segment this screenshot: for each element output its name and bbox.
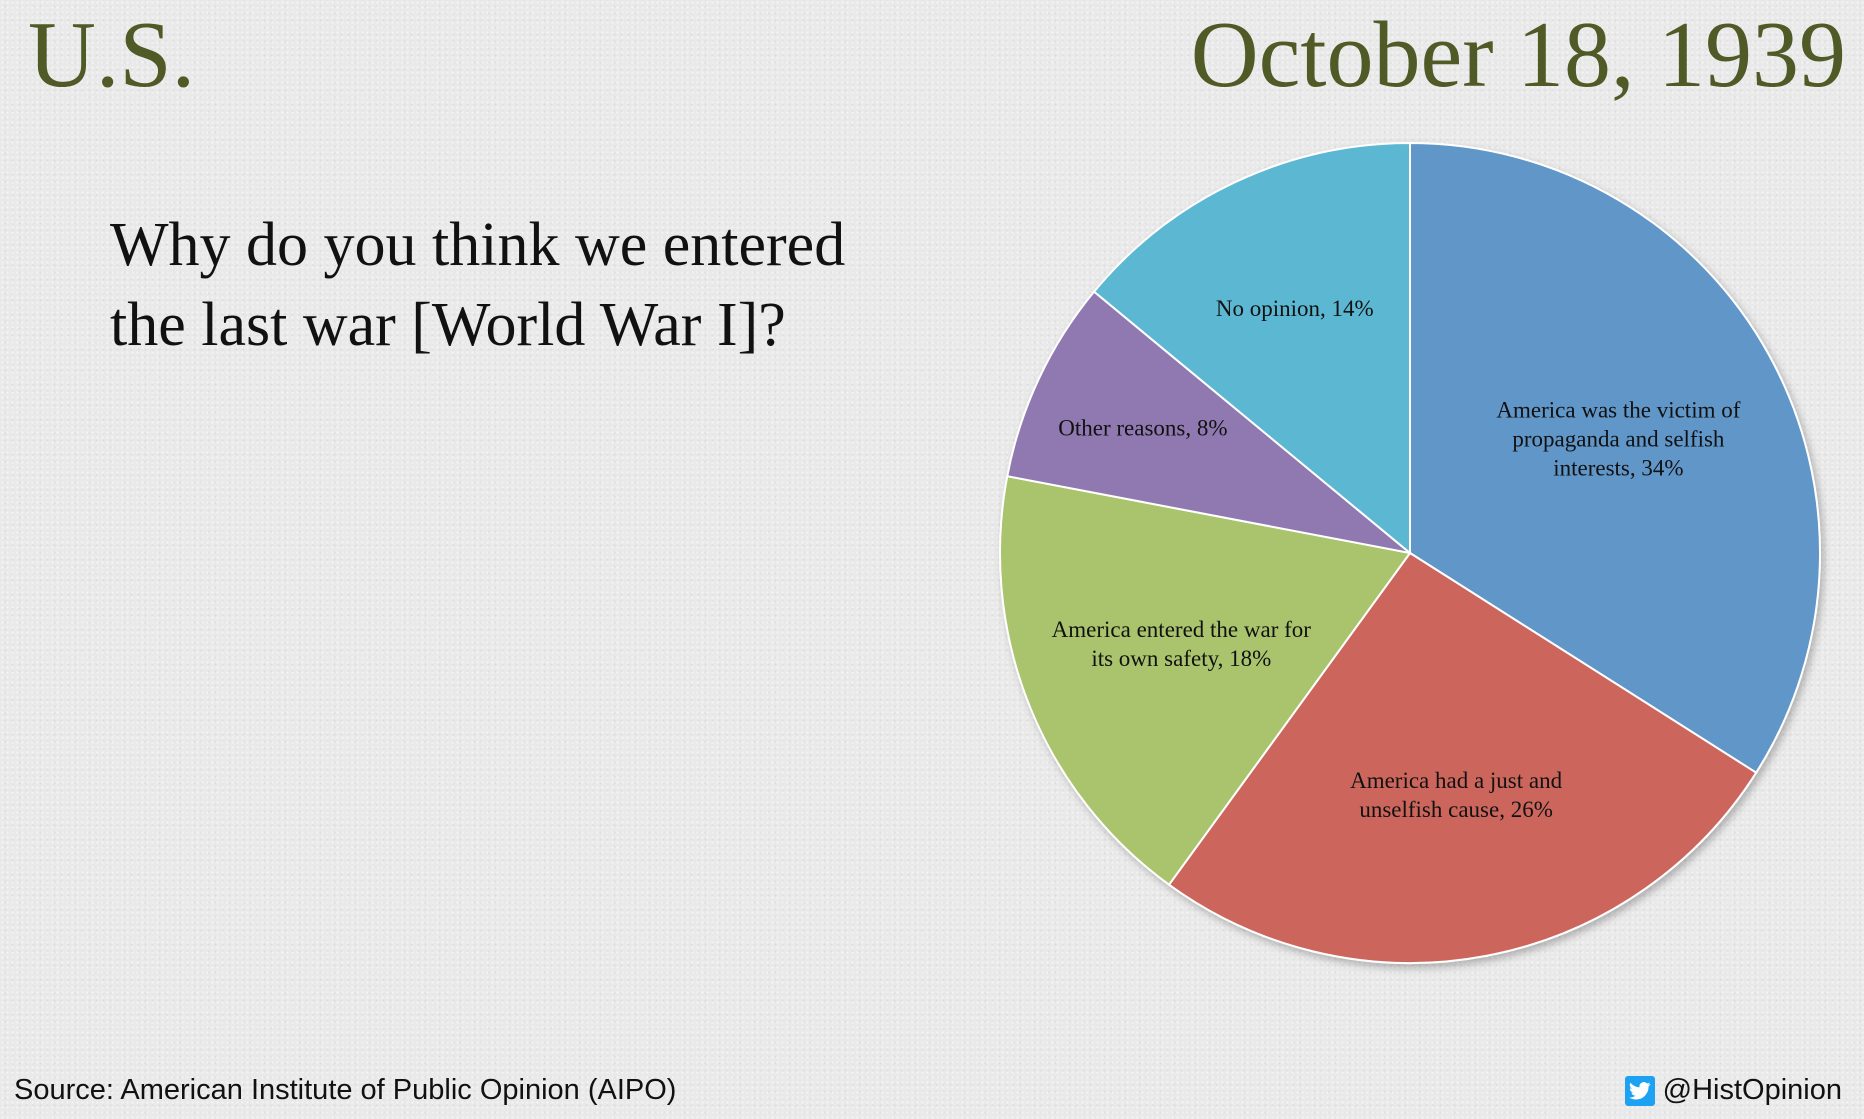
pie-slice-label-line: No opinion, 14% — [1216, 296, 1374, 321]
survey-question: Why do you think we entered the last war… — [110, 211, 846, 359]
pie-slice-label-line: unselfish cause, 26% — [1359, 797, 1553, 822]
twitter-handle[interactable]: @HistOpinion — [1624, 1074, 1842, 1107]
pie-slice-label-3: Other reasons, 8% — [1058, 415, 1227, 440]
pie-slice-label-1: America had a just and unselfish cause, 2… — [1350, 768, 1563, 822]
twitter-handle-text: @HistOpinion — [1662, 1074, 1842, 1106]
pie-slice-label-line: Other reasons, 8% — [1058, 415, 1227, 440]
twitter-icon — [1624, 1075, 1655, 1106]
pie-slice-label-line: America was the victim of — [1496, 397, 1740, 422]
pie-slice-3 — [1006, 290, 1411, 554]
pie-slice-label-0: America was the victim of propaganda and … — [1496, 397, 1740, 480]
survey-date: October 18, 1939 — [1190, 3, 1846, 107]
pie-slice-4 — [1092, 141, 1411, 556]
pie-slice-label-4: No opinion, 14% — [1216, 296, 1374, 321]
pie-chart: America was the victim of propaganda and … — [990, 130, 1830, 990]
source-citation: Source: American Institute of Public Opi… — [14, 1074, 677, 1106]
pie-slice-label-line: its own safety, 18% — [1091, 646, 1271, 671]
pie-slice-2 — [999, 475, 1412, 887]
pie-slice-label-2: America entered the war for its own safet… — [1052, 617, 1312, 671]
pie-chart-svg: America was the victim of propaganda and … — [999, 141, 1821, 964]
pie-slice-label-line: America had a just and — [1350, 768, 1563, 793]
pie-slice-1 — [1167, 551, 1758, 964]
pie-slice-0 — [1409, 141, 1821, 775]
country-title: U.S. — [28, 3, 196, 107]
pie-slice-label-line: propaganda and selfish — [1512, 426, 1725, 451]
pie-slice-label-line: America entered the war for — [1052, 617, 1312, 642]
pie-slice-label-line: interests, 34% — [1553, 455, 1683, 480]
